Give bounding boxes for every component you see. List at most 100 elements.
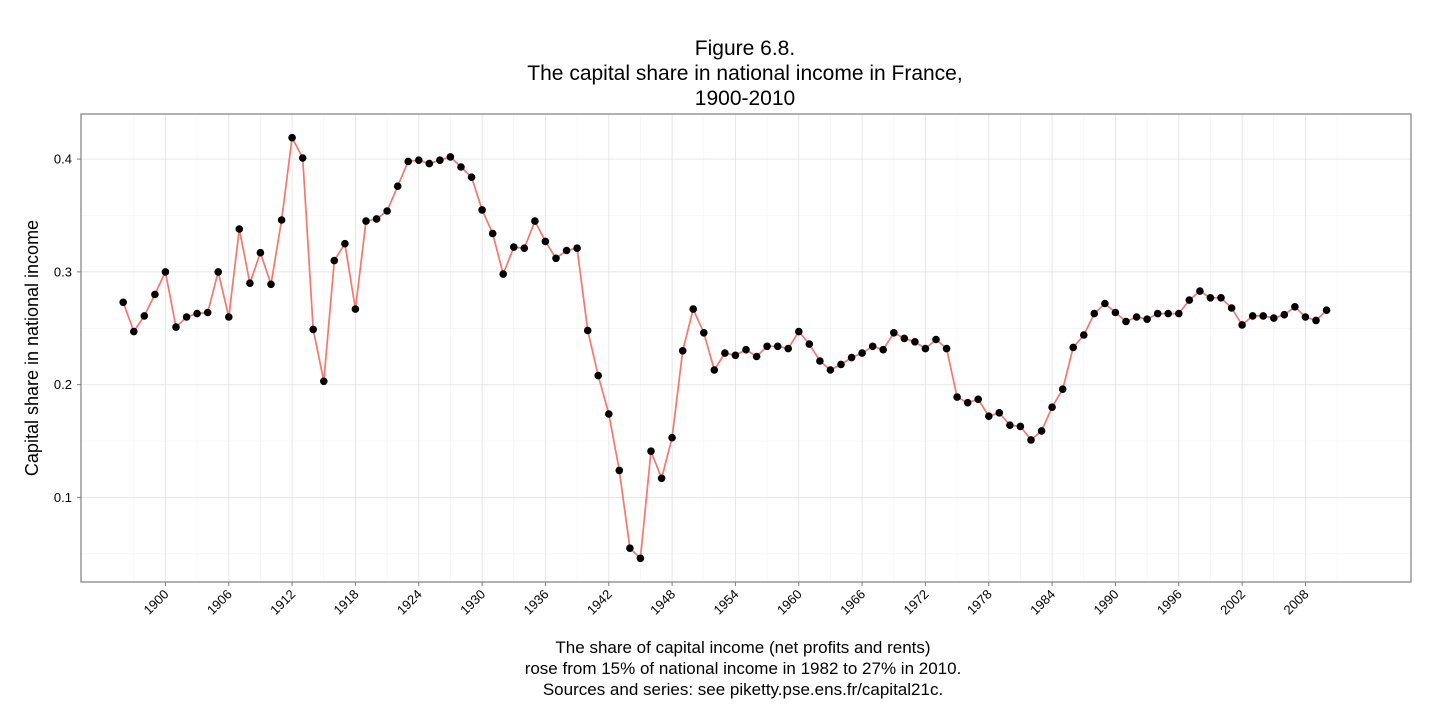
x-tick-label: 1972 (900, 586, 931, 617)
data-point (172, 323, 180, 331)
plot-border (80, 113, 1412, 583)
chart-title-line: 1900-2010 (695, 87, 795, 110)
data-point (1101, 299, 1109, 308)
data-point (151, 290, 159, 299)
data-point (826, 366, 835, 374)
data-point (1132, 313, 1141, 321)
data-point (583, 326, 592, 335)
data-point (488, 229, 497, 238)
data-point (1185, 296, 1194, 304)
x-tick-label: 2002 (1217, 587, 1248, 618)
data-point (647, 447, 655, 456)
x-tick-label: 1900 (140, 586, 171, 617)
data-point (858, 349, 866, 357)
data-point (636, 554, 645, 563)
data-point (1069, 343, 1077, 352)
data-point (995, 409, 1004, 417)
data-point (890, 329, 898, 337)
data-point (721, 349, 729, 357)
x-tick-label: 1996 (1154, 587, 1185, 618)
data-point (1016, 422, 1025, 431)
x-axis-label-line: The share of capital income (net profits… (555, 638, 930, 657)
data-point (520, 244, 529, 252)
data-point (425, 159, 434, 168)
chart-title-line: The capital share in national income in … (527, 62, 962, 85)
data-point (404, 157, 413, 166)
data-point (805, 340, 814, 348)
data-point (531, 217, 539, 225)
data-point (752, 352, 761, 361)
data-point (467, 173, 476, 181)
y-tick-label: 0.4 (54, 152, 72, 167)
data-point (1080, 331, 1088, 339)
data-point (605, 410, 613, 418)
data-point (541, 237, 550, 246)
data-point (436, 156, 444, 164)
data-point (1227, 304, 1236, 312)
data-point (678, 347, 687, 355)
data-point (446, 153, 455, 161)
x-tick-label: 1918 (330, 586, 361, 617)
x-tick-label: 1990 (1090, 586, 1121, 617)
data-point (847, 353, 856, 362)
data-point (288, 133, 296, 142)
x-tick-label: 1942 (584, 587, 615, 618)
data-point (1196, 287, 1204, 295)
data-point (415, 156, 423, 164)
data-point (657, 474, 666, 483)
data-point (383, 207, 391, 215)
data-point (689, 305, 697, 313)
data-point (795, 327, 803, 336)
data-point (773, 342, 782, 351)
x-axis-label-line: rose from 15% of national income in 1982… (525, 659, 962, 678)
data-point (351, 305, 360, 313)
data-point (1248, 312, 1257, 320)
data-point (1164, 309, 1172, 318)
x-tick-label: 1978 (964, 587, 995, 618)
data-point (573, 244, 581, 252)
data-point (1153, 309, 1162, 318)
y-axis: 0.1 0.2 0.3 0.4 (54, 152, 81, 505)
data-point (362, 217, 370, 225)
data-point (1111, 308, 1120, 317)
data-point (911, 338, 919, 346)
data-point (1143, 315, 1151, 324)
data-point (1175, 309, 1183, 318)
data-point (457, 163, 465, 171)
x-tick-label: 1966 (837, 587, 868, 618)
data-point (626, 544, 634, 552)
data-point (837, 360, 845, 369)
data-point (879, 345, 887, 354)
data-point (1291, 303, 1299, 311)
data-point (1048, 403, 1056, 412)
data-point (478, 206, 486, 214)
data-point (372, 215, 381, 223)
data-point (1270, 314, 1278, 322)
data-point (763, 342, 771, 351)
x-tick-label: 1984 (1027, 587, 1058, 618)
data-point (182, 313, 191, 321)
x-tick-label: 1924 (394, 587, 425, 618)
x-tick-label: 1912 (267, 587, 298, 618)
data-point (710, 366, 719, 374)
data-point (1027, 436, 1035, 444)
data-point (1037, 427, 1046, 435)
data-points (119, 133, 1331, 563)
data-point (953, 393, 961, 401)
data-point (552, 254, 560, 263)
data-point (235, 225, 244, 233)
data-point (214, 268, 222, 276)
data-point (1301, 313, 1310, 321)
data-point (942, 344, 951, 353)
data-point (700, 329, 708, 337)
data-point (921, 344, 930, 353)
data-point (1238, 321, 1246, 329)
data-point (594, 371, 602, 380)
data-point (932, 335, 940, 344)
data-point (267, 280, 275, 289)
data-point (161, 268, 170, 276)
data-point (203, 308, 212, 317)
x-tick-label: 1930 (457, 587, 488, 618)
data-point (868, 342, 877, 351)
